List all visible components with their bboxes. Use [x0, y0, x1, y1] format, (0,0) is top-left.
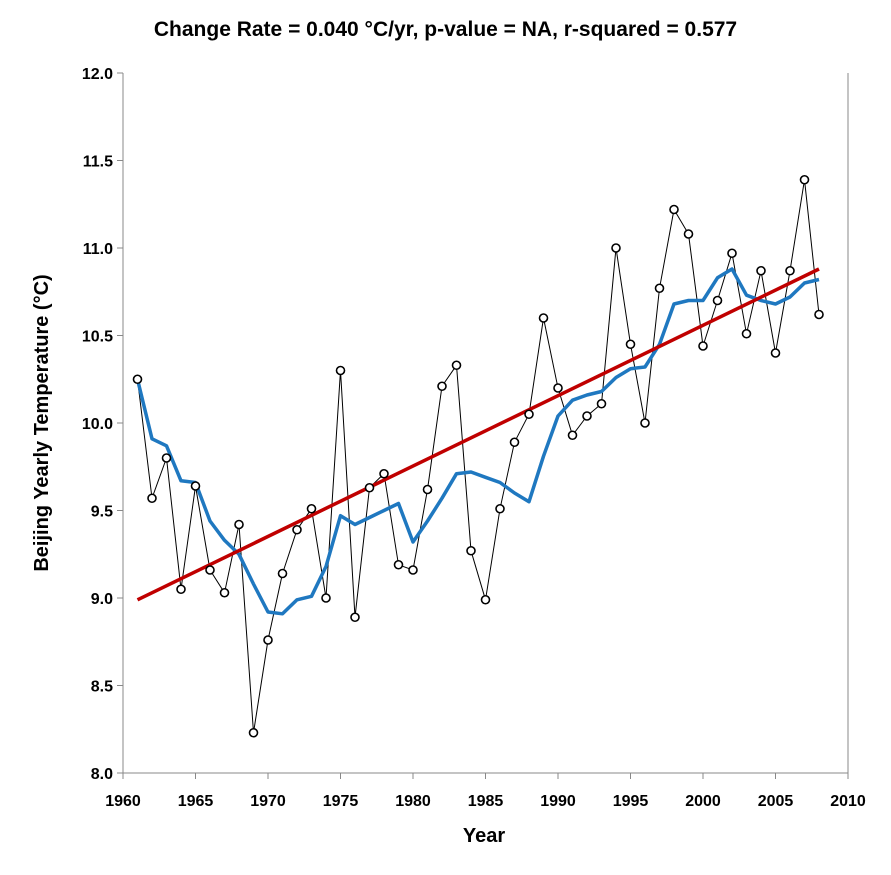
y-tick-label: 11.0 — [83, 241, 113, 258]
observed-point — [741, 328, 752, 339]
observed-point — [625, 339, 636, 350]
observed-point — [321, 593, 331, 603]
x-tick-label: 2005 — [758, 793, 794, 810]
observed-point — [770, 348, 781, 358]
observed-point — [727, 248, 737, 259]
x-tick-label: 1970 — [250, 793, 286, 810]
tick-labels: 8.0 8.5 9.0 9.5 10.0 10.5 11.0 11.5 12.0 1960 1965… — [82, 66, 866, 810]
x-tick-label: 1985 — [468, 793, 504, 810]
observed-point — [582, 411, 592, 421]
observed-point — [567, 430, 578, 441]
observed-point — [161, 453, 172, 463]
observed-point — [799, 174, 810, 185]
x-tick-label: 1990 — [540, 793, 576, 810]
observed-point — [698, 341, 708, 351]
smoothed-series-line — [135, 267, 820, 616]
observed-point — [350, 612, 360, 623]
observed-point — [147, 493, 157, 504]
chart-title: Change Rate = 0.040 °C/yr, p-value = NA,… — [153, 18, 738, 41]
y-tick-label: 8.5 — [91, 679, 113, 696]
observed-point — [640, 418, 650, 428]
observed-point — [451, 360, 462, 371]
trend-series-line — [136, 267, 820, 602]
x-tick-label: 1975 — [323, 793, 359, 810]
observed-point — [306, 503, 317, 514]
observed-point — [379, 468, 389, 479]
y-tick-label: 9.5 — [91, 504, 113, 521]
observed-point — [292, 524, 302, 535]
observed-point — [393, 559, 404, 570]
observed-point — [611, 243, 621, 253]
x-tick-label: 2000 — [685, 793, 721, 810]
observed-point — [205, 565, 215, 575]
observed-point — [785, 265, 795, 276]
x-tick-label: 1960 — [105, 793, 141, 810]
observed-point — [654, 283, 665, 294]
y-tick-label: 11.5 — [83, 154, 113, 171]
x-tick-label: 2010 — [830, 793, 866, 810]
y-tick-label: 10.5 — [82, 329, 113, 346]
observed-point — [364, 482, 375, 493]
y-tick-label: 9.0 — [91, 591, 113, 608]
observed-point — [756, 265, 766, 276]
axes — [117, 72, 849, 779]
x-tick-label: 1980 — [395, 793, 431, 810]
observed-point — [437, 381, 447, 392]
observed-point — [408, 565, 418, 575]
observed-point — [495, 503, 505, 514]
observed-point — [480, 594, 491, 605]
observed-point — [263, 635, 273, 645]
observed-point — [190, 481, 201, 491]
observed-point — [683, 229, 694, 239]
y-tick-label: 12.0 — [82, 66, 113, 83]
x-tick-label: 1965 — [178, 793, 214, 810]
observed-series-line — [137, 179, 820, 734]
observed-point — [538, 313, 549, 323]
observed-point — [466, 545, 476, 556]
observed-point — [219, 587, 230, 598]
x-tick-label: 1995 — [613, 793, 649, 810]
observed-point — [596, 398, 607, 409]
observed-point — [712, 295, 723, 306]
observed-point — [234, 519, 244, 530]
x-axis-label: Year — [463, 825, 505, 847]
observed-point — [669, 204, 679, 215]
y-axis-label: Beijing Yearly Temperature (°C) — [31, 274, 53, 571]
observed-point — [132, 374, 143, 385]
y-tick-label: 10.0 — [82, 416, 113, 433]
series-layer — [132, 174, 824, 738]
observed-point — [248, 727, 259, 738]
observed-point — [524, 409, 534, 420]
observed-point — [509, 437, 520, 448]
observed-point — [335, 365, 346, 376]
y-tick-label: 8.0 — [91, 766, 113, 783]
observed-point — [553, 383, 563, 393]
observed-point — [176, 584, 186, 595]
observed-point — [814, 309, 824, 320]
observed-point — [422, 484, 433, 495]
observed-point — [277, 568, 288, 579]
